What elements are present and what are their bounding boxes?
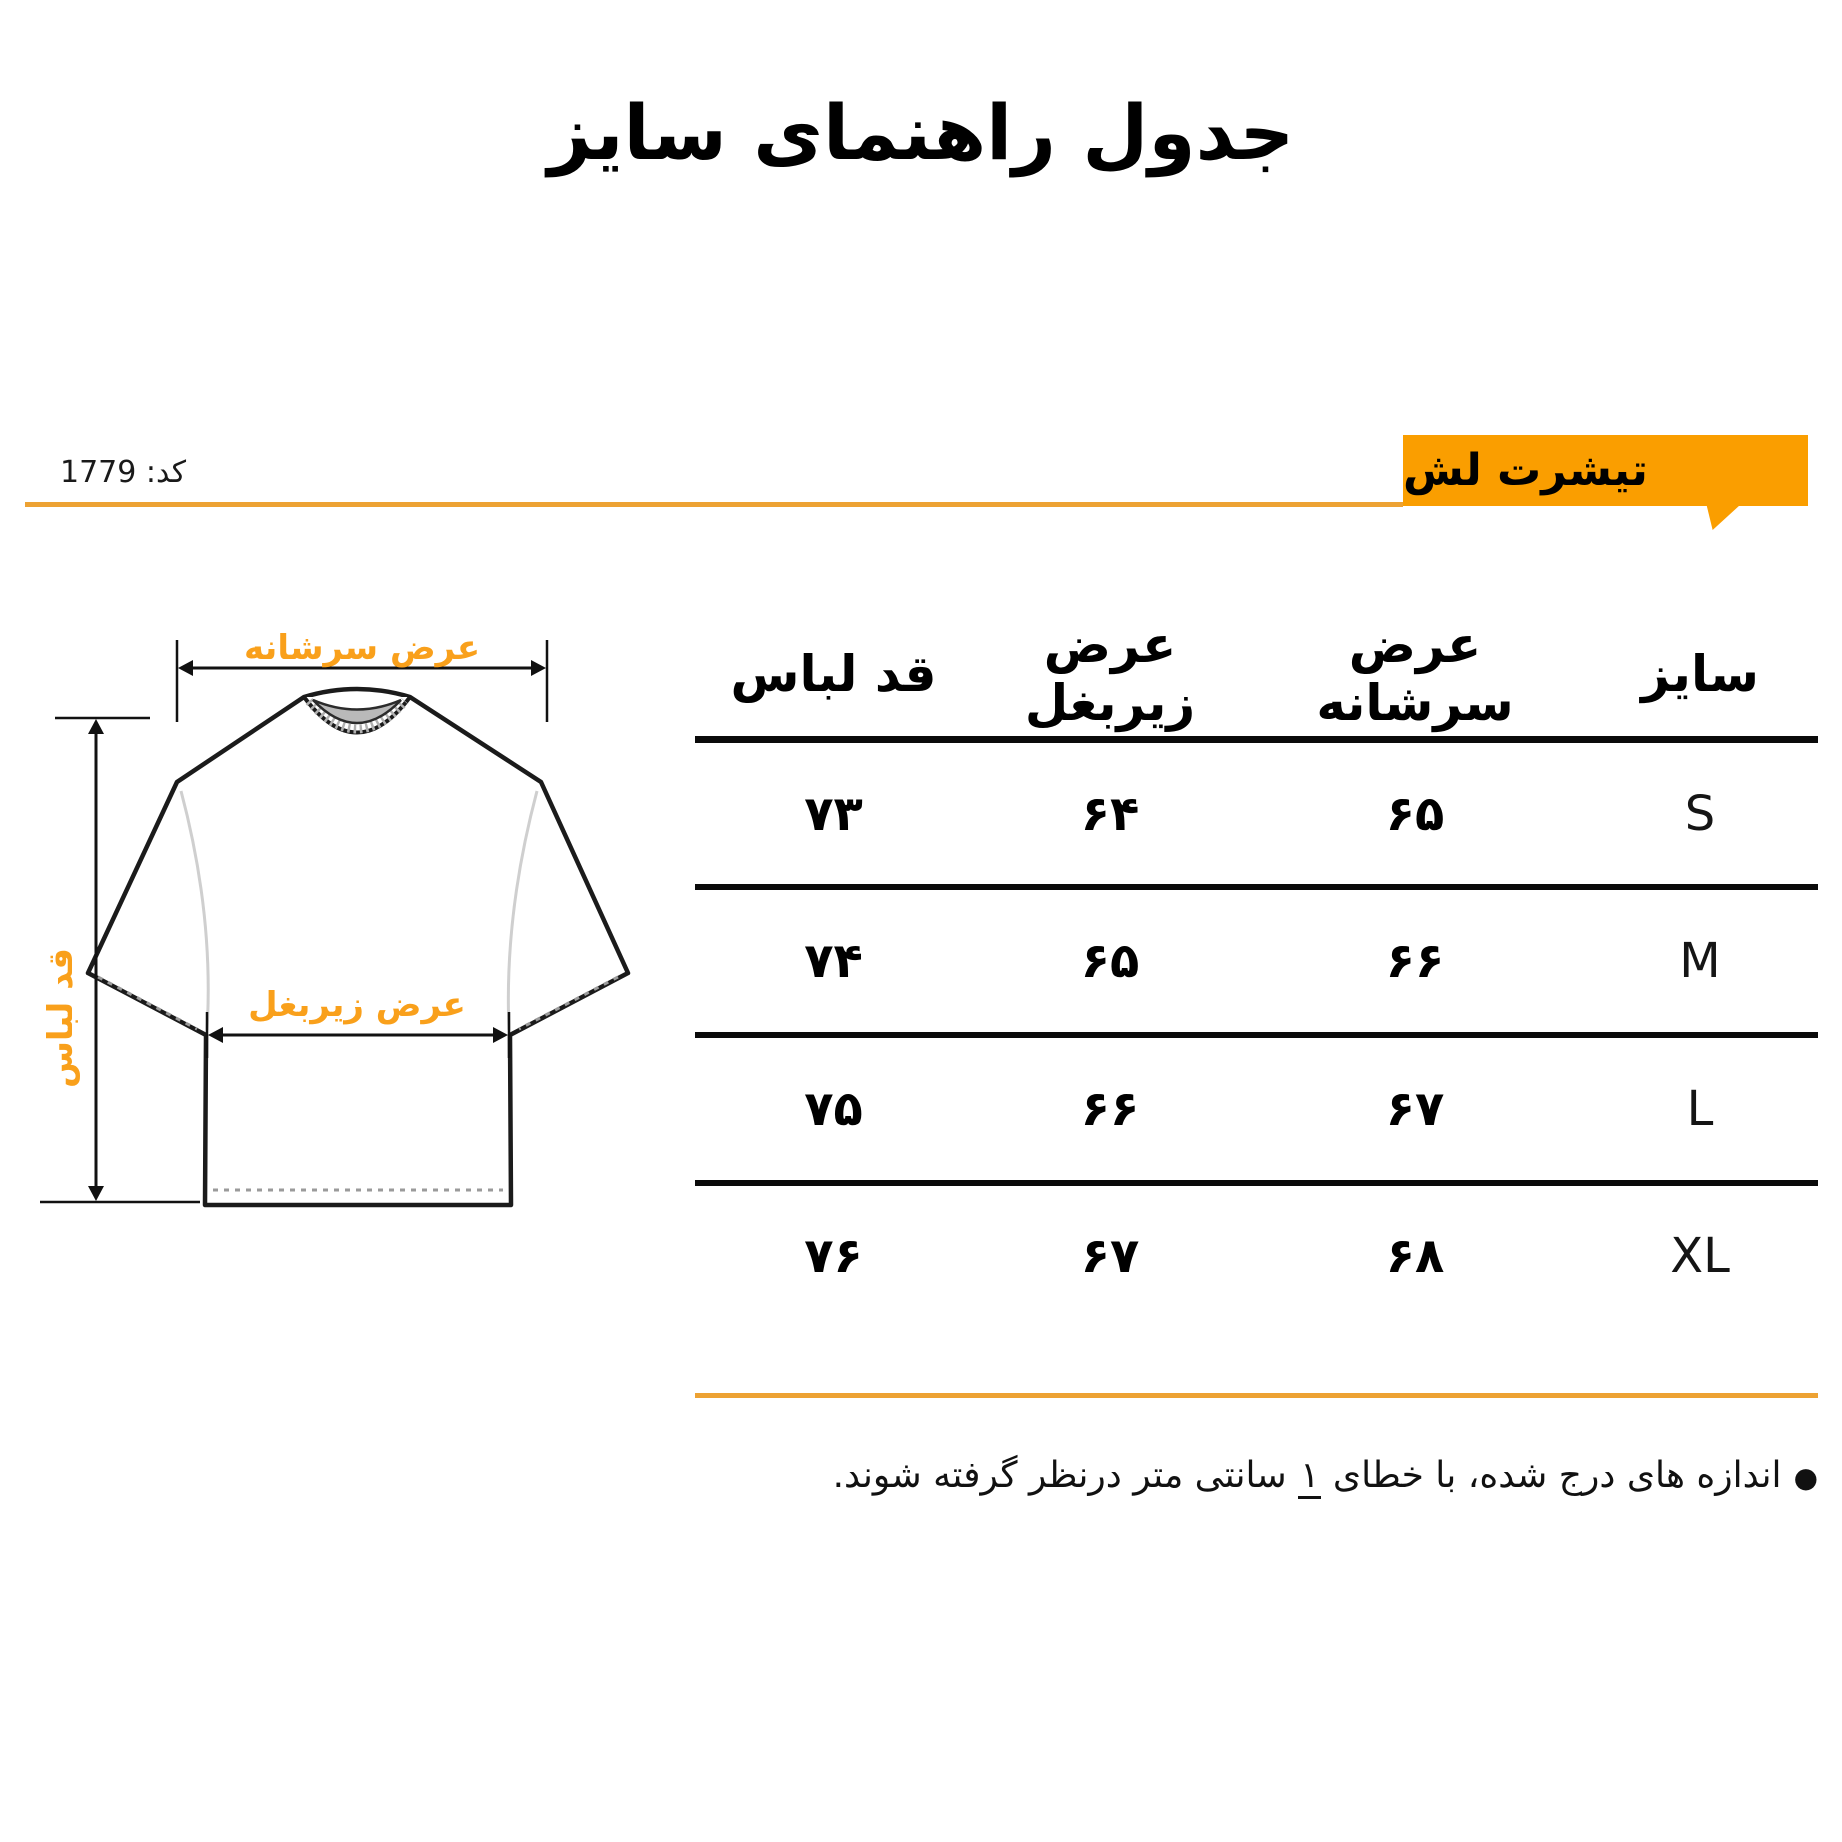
garment-length-label: قد لباس (41, 948, 81, 1088)
cell-length: ۷۵ (804, 1081, 863, 1137)
product-banner: تیشرت لش (1403, 435, 1808, 506)
cell-underarm: ۶۶ (1080, 1081, 1140, 1137)
cell-size: XL (1670, 1228, 1730, 1284)
header-shoulder-width: عرض سرشانه (1316, 616, 1514, 732)
table-row-l: L ۶۷ ۶۶ ۷۵ (695, 1038, 1818, 1180)
cell-size: M (1679, 933, 1721, 989)
armhole-seam-left (179, 790, 210, 1031)
shoulder-width-label: عرض سرشانه (244, 628, 480, 668)
note-tolerance-value: ۱ (1298, 1455, 1322, 1499)
page-title: جدول راهنمای سایز (547, 88, 1295, 177)
garment-length-arrow (40, 716, 200, 1204)
tshirt-outline (85, 686, 631, 1208)
tshirt-diagram: عرض سرشانه عرض زیربغل قد لباس (40, 628, 631, 1208)
note-bullet-icon: ● (1793, 1460, 1818, 1494)
cell-length: ۷۴ (804, 933, 863, 989)
cell-size: L (1686, 1081, 1714, 1137)
underarm-width-label: عرض زیربغل (248, 985, 466, 1025)
product-code: کد: 1779 (60, 455, 187, 490)
cell-underarm: ۶۴ (1080, 785, 1140, 842)
cell-length: ۷۳ (804, 785, 863, 842)
table-divider (695, 736, 1818, 743)
table-row-m: M ۶۶ ۶۵ ۷۴ (695, 890, 1818, 1032)
note-text-after: سانتی متر درنظر گرفته شوند. (832, 1455, 1299, 1496)
cell-shoulder: ۶۷ (1385, 1081, 1445, 1137)
collar-inner (312, 698, 402, 725)
cell-underarm: ۶۵ (1080, 933, 1140, 989)
note-text-before: اندازه های درج شده، با خطای (1321, 1455, 1782, 1496)
underarm-width-arrow (205, 1012, 511, 1058)
sleeve-stitch-left (97, 975, 198, 1031)
cell-shoulder: ۶۵ (1385, 785, 1445, 842)
cell-size: S (1684, 785, 1716, 842)
header-garment-length: قد لباس (730, 645, 937, 703)
table-divider (695, 1180, 1818, 1186)
table-row-xl: XL ۶۸ ۶۷ ۷۶ (695, 1186, 1818, 1326)
product-name: تیشرت لش (1403, 445, 1648, 496)
cell-underarm: ۶۷ (1080, 1228, 1140, 1284)
cell-shoulder: ۶۸ (1385, 1228, 1445, 1284)
table-bottom-divider (695, 1393, 1818, 1398)
cell-shoulder: ۶۶ (1385, 933, 1445, 989)
armhole-seam-right (506, 790, 539, 1031)
accent-divider (25, 502, 1403, 507)
cell-length: ۷۶ (804, 1228, 863, 1284)
shoulder-width-arrow (175, 640, 549, 722)
banner-tail (1706, 505, 1740, 530)
sleeve-stitch-right (518, 975, 619, 1031)
table-row-s: S ۶۵ ۶۴ ۷۳ (695, 743, 1818, 884)
table-header-row: سایز عرض سرشانه عرض زیربغل قد لباس (695, 612, 1818, 736)
table-divider (695, 1032, 1818, 1038)
size-table: سایز عرض سرشانه عرض زیربغل قد لباس S ۶۵ … (695, 612, 1818, 1499)
spacer (695, 1326, 1818, 1393)
header-size: سایز (1641, 645, 1759, 703)
table-divider (695, 884, 1818, 890)
header-underarm-width: عرض زیربغل (1024, 616, 1196, 732)
measurement-note: ● اندازه های درج شده، با خطای ۱ سانتی متر… (695, 1455, 1818, 1499)
